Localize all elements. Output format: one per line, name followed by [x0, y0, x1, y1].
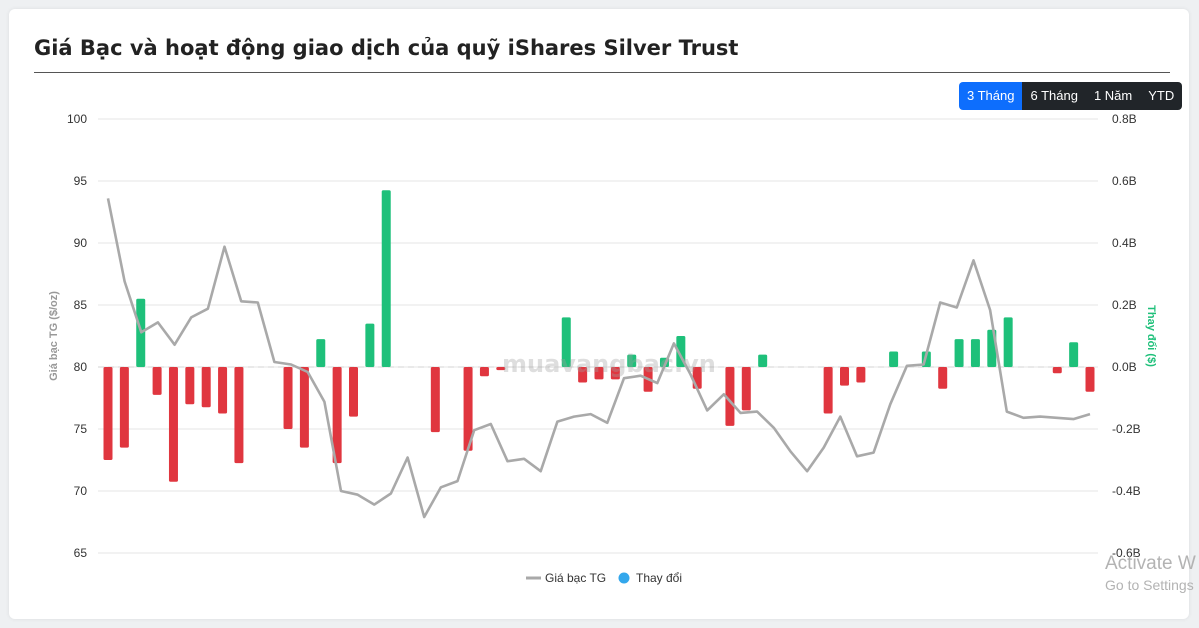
change-bar [856, 367, 866, 383]
change-bar [185, 367, 195, 405]
y-right-axis-title: Thay đổi ($) [1145, 305, 1157, 367]
y-right-tick-label: -0.4B [1112, 484, 1141, 498]
change-bar [692, 367, 702, 389]
windows-activation-overlay: Activate W Go to Settings [1105, 553, 1196, 595]
y-right-tick-label: 0.2B [1112, 298, 1137, 312]
y-left-tick-label: 95 [74, 174, 88, 188]
y-left-tick-label: 75 [74, 422, 88, 436]
change-bar [840, 367, 849, 386]
change-bar [758, 354, 768, 367]
y-left-tick-label: 100 [67, 112, 87, 126]
change-bar [349, 367, 358, 417]
y-left-tick-label: 90 [74, 236, 88, 250]
time-range-selector: 3 Tháng 6 Tháng 1 Năm YTD [959, 82, 1183, 110]
range-6-months-button[interactable]: 6 Tháng [1022, 82, 1086, 110]
price-line [106, 198, 1091, 519]
change-bar [741, 367, 751, 411]
change-bar [119, 367, 129, 448]
change-bar [1003, 317, 1013, 367]
chart-card [9, 9, 1189, 619]
y-right-tick-label: 0.4B [1112, 236, 1137, 250]
legend-label-price: Giá bạc TG [545, 571, 606, 585]
change-bar [283, 367, 293, 429]
change-bar [479, 367, 489, 377]
y-left-axis-title: Giá bạc TG ($/oz) [48, 291, 60, 381]
legend-label-change: Thay đổi [636, 571, 682, 585]
range-3-months-button[interactable]: 3 Tháng [959, 82, 1023, 110]
activation-line-2: Go to Settings [1105, 577, 1194, 593]
title-divider [34, 72, 1170, 73]
activation-line-1: Activate W [1105, 553, 1196, 574]
y-left-tick-label: 70 [74, 484, 88, 498]
change-bar [725, 367, 735, 426]
y-right-tick-label: -0.2B [1112, 422, 1141, 436]
change-bar [299, 367, 309, 448]
change-bar [103, 367, 113, 460]
y-left-tick-label: 85 [74, 298, 88, 312]
change-bar [938, 367, 948, 389]
change-bar [168, 367, 178, 482]
change-bar [578, 367, 588, 383]
change-bar [332, 367, 342, 464]
change-bar [234, 367, 244, 464]
range-1-year-button[interactable]: 1 Năm [1085, 82, 1141, 110]
change-bar [889, 351, 899, 367]
y-right-tick-label: -0.6B [1112, 546, 1141, 560]
change-bar [365, 323, 375, 367]
y-right-tick-label: 0.8B [1112, 112, 1137, 126]
change-bar [561, 317, 571, 367]
page-title: Giá Bạc và hoạt động giao dịch của quỹ i… [34, 36, 739, 60]
change-bar [463, 367, 473, 451]
change-bar [201, 367, 211, 408]
legend-dot-swatch [618, 572, 630, 584]
change-bar [954, 339, 964, 367]
change-bar [594, 367, 604, 380]
change-bar [316, 339, 326, 367]
change-bar [627, 354, 637, 367]
change-bar [823, 367, 833, 414]
change-bar [1069, 342, 1079, 367]
change-bar [970, 339, 980, 367]
change-bar [152, 367, 162, 395]
change-bar [496, 367, 506, 371]
y-right-tick-label: 0.0B [1112, 360, 1137, 374]
change-bar [610, 367, 620, 380]
y-left-tick-label: 65 [74, 546, 88, 560]
change-bar [218, 367, 228, 414]
change-bar [1052, 367, 1062, 374]
change-bar [381, 190, 391, 367]
range-ytd-button[interactable]: YTD [1140, 82, 1183, 110]
change-bar [1085, 367, 1095, 392]
y-right-tick-label: 0.6B [1112, 174, 1137, 188]
y-left-tick-label: 80 [74, 360, 88, 374]
change-bar [430, 367, 440, 433]
